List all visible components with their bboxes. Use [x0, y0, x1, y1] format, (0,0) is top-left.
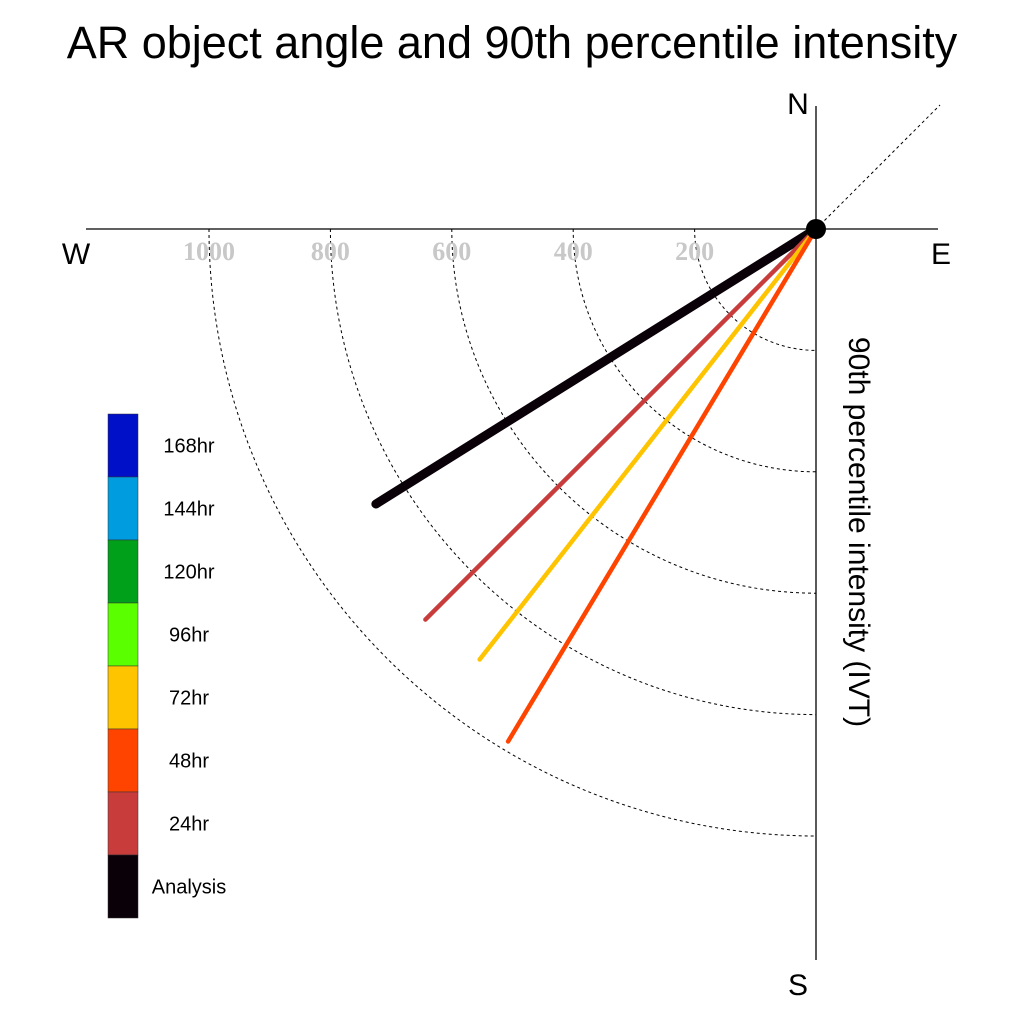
radial-tick-label-600: 600 [432, 237, 471, 266]
legend-swatch-168hr [107, 413, 139, 478]
series-line-analysis [371, 224, 821, 509]
legend-swatch-24hr [107, 791, 139, 856]
radial-tick-label-800: 800 [311, 237, 350, 266]
legend: 168hr 144hr 120hr 96hr 72hr 48hr 24hr Analysis [107, 413, 226, 919]
range-ring-1000 [208, 228, 817, 837]
legend-swatch-48hr [107, 728, 139, 793]
legend-swatch-120hr [107, 539, 139, 604]
legend-label-96hr: 96hr [169, 625, 209, 647]
legend-label-168hr: 168hr [163, 436, 214, 458]
radial-tick-label-400: 400 [554, 237, 593, 266]
radial-tick-label-1000: 1000 [183, 237, 235, 266]
y-axis-label: 90th percentile intensity (IVT) [842, 337, 875, 727]
range-ring-400 [572, 228, 817, 473]
radial-tick-label-200: 200 [675, 237, 714, 266]
series-line-24hr [423, 226, 819, 622]
legend-label-72hr: 72hr [169, 688, 209, 710]
range-ring-800 [329, 228, 817, 716]
legend-swatch-analysis [107, 854, 139, 919]
compass-label-west: W [62, 238, 91, 271]
compass-label-south: S [788, 969, 808, 1002]
range-ring-200 [694, 228, 817, 351]
legend-label-48hr: 48hr [169, 751, 209, 773]
legend-swatch-96hr [107, 602, 139, 667]
legend-swatch-72hr [107, 665, 139, 730]
compass-axes [86, 106, 938, 960]
compass-label-east: E [931, 238, 951, 271]
diagonal-guide [815, 104, 941, 230]
compass-label-north: N [787, 88, 809, 121]
legend-label-144hr: 144hr [163, 499, 214, 521]
polar-grid [208, 104, 941, 837]
origin-marker [806, 219, 826, 239]
chart-title: AR object angle and 90th percentile inte… [67, 17, 958, 68]
range-ring-600 [451, 228, 817, 594]
radial-tick-labels: 200 400 600 800 1000 [183, 237, 714, 266]
series-line-48hr [505, 226, 819, 744]
legend-label-analysis: Analysis [152, 877, 226, 899]
series-lines [371, 219, 826, 744]
legend-label-120hr: 120hr [163, 562, 214, 584]
legend-swatch-144hr [107, 476, 139, 541]
legend-label-24hr: 24hr [169, 814, 209, 836]
series-line-72hr [477, 226, 819, 662]
